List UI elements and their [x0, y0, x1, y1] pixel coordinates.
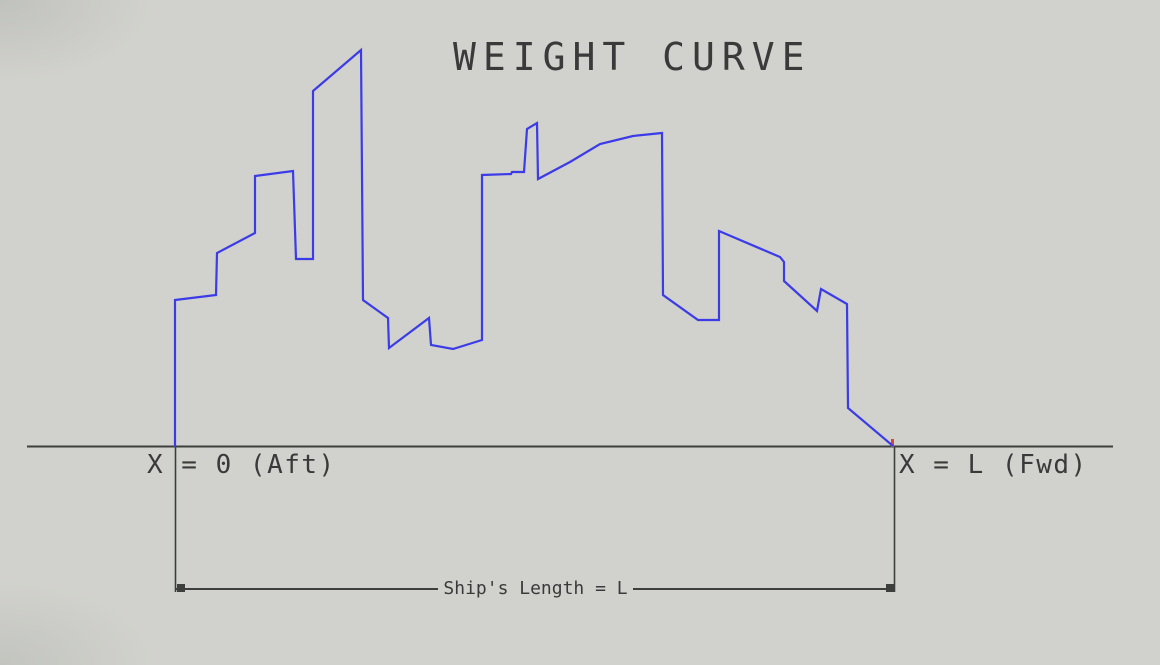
dimension-line: Ship's Length = L	[176, 576, 896, 601]
dimension-line-left-segment	[176, 587, 439, 590]
label-aft: X = 0 (Aft)	[147, 450, 336, 480]
chart-title: WEIGHT CURVE	[453, 35, 812, 79]
weight-curve-polyline	[173, 47, 894, 447]
label-fwd: X = L (Fwd)	[899, 450, 1088, 480]
snap-marker	[891, 439, 894, 447]
dimension-label: Ship's Length = L	[443, 578, 628, 599]
dimension-line-right-segment	[632, 587, 896, 590]
